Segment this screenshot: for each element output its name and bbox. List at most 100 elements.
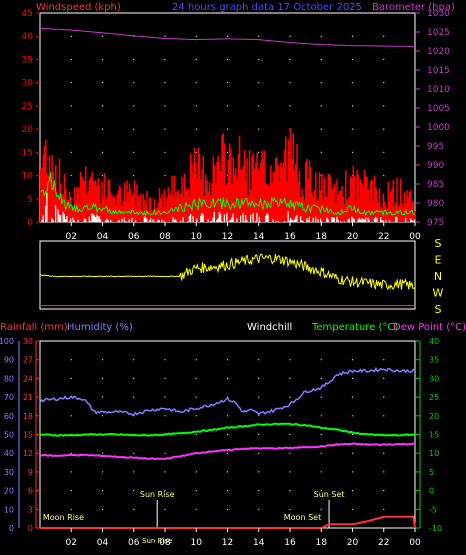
grid-dot (320, 35, 322, 37)
grid-dot (289, 415, 291, 417)
temperature-line (39, 422, 416, 437)
wind-gust-bar (278, 181, 281, 222)
temperature-tick-label: -5 (429, 505, 437, 514)
wind-calm-bar (255, 220, 257, 222)
wind-gust-bar (192, 172, 195, 222)
temp-x-label: 22 (378, 538, 389, 548)
wind-gust-bar (281, 167, 283, 222)
wind-gust-bar (50, 176, 52, 222)
wind-gust-bar (127, 191, 130, 222)
wind-gust-bar (171, 175, 173, 222)
wind-gust-bar (280, 162, 282, 222)
wind-gust-bar (101, 181, 103, 222)
wind-gust-bar (373, 175, 376, 222)
wind-calm-bar (201, 212, 203, 222)
wind-gust-bar (91, 171, 93, 222)
wind-gust-bar (292, 133, 295, 222)
wind-calm-bar (287, 211, 290, 222)
wind-calm-bar (315, 216, 317, 222)
wind-gust-bar (392, 180, 395, 222)
wind-calm-bar (295, 216, 297, 222)
wind-gust-bar (113, 196, 116, 222)
wind-x-label: 10 (191, 232, 203, 242)
wind-gust-bar (307, 178, 310, 222)
wind-calm-bar (353, 219, 356, 222)
wind-gust-bar (67, 199, 70, 222)
wind-calm-bar (106, 218, 108, 222)
grid-dot (383, 105, 385, 107)
grid-dot (101, 82, 104, 84)
wind-calm-bar (232, 213, 235, 222)
barometer-series (39, 27, 415, 47)
wind-gust-bar (260, 162, 262, 222)
wind-calm-bar (172, 216, 175, 222)
rainfall-tick-label: 12 (23, 449, 33, 458)
temperature-tick-label: 5 (429, 468, 434, 477)
grid-dot (101, 359, 104, 361)
wind-calm-bar (41, 220, 43, 222)
wind-gust-bar (118, 185, 121, 222)
barometer-tick-label: 990 (427, 161, 444, 171)
wind-gust-bar (107, 180, 110, 222)
wind-gust-bar (122, 201, 125, 222)
wind-calm-bar (265, 215, 267, 222)
temp-series (39, 366, 416, 529)
wind-calm-bar (125, 221, 127, 222)
grid-dot (289, 471, 291, 473)
wind-gust-bar (112, 194, 115, 222)
temp-grid (70, 359, 385, 510)
wind-gust-bar (105, 199, 107, 222)
wind-gust-bar (315, 172, 317, 222)
grid-dot (320, 396, 322, 398)
wind-gust-bar (173, 175, 176, 222)
wind-gust-bar (137, 195, 140, 222)
grid-dot (258, 452, 260, 454)
wind-gust-bar (288, 158, 291, 222)
wind-calm-bar (200, 215, 202, 222)
wind-gust-bar (212, 156, 215, 222)
grid-dot (258, 82, 260, 84)
grid-dot (226, 35, 229, 37)
wind-gust-bar (43, 145, 46, 222)
wind-gust-bar (128, 183, 131, 222)
grid-dot (289, 35, 291, 37)
wind-calm-bar (376, 217, 378, 222)
grid-dot (101, 377, 104, 379)
wind-gust-bar (268, 185, 271, 222)
wind-gust-bar (388, 201, 391, 222)
grid-dot (258, 58, 260, 61)
grid-dot (133, 490, 135, 492)
wind-calm-bar (307, 220, 310, 222)
temp-x-label: 02 (66, 538, 77, 548)
wind-calm-bar (212, 217, 215, 222)
grid-dot (383, 82, 385, 84)
grid-dot (70, 35, 72, 37)
temperature-tick-label: 25 (429, 393, 439, 402)
wind-gust-bar (208, 181, 211, 222)
wind-gust-bar (318, 172, 321, 222)
wind-gust-bar (306, 158, 308, 222)
wind-calm-bar (63, 214, 66, 222)
wind-calm-bar (333, 217, 336, 222)
compass-label: S (435, 237, 442, 250)
wind-calm-bar (288, 220, 291, 222)
wind-calm-bar (332, 217, 335, 222)
wind-gust-bar (401, 202, 403, 222)
wind-gust-bar (111, 197, 113, 222)
grid-dot (320, 359, 322, 361)
wind-gust-bar (62, 195, 65, 222)
wind-calm-bar (83, 218, 86, 222)
wind-calm-bar (283, 221, 286, 222)
grid-dot (289, 396, 291, 398)
wind-calm-bar (161, 219, 163, 222)
wind-calm-bar (252, 213, 255, 222)
wind-calm-bar (46, 192, 48, 222)
temperature-tick-label: 35 (429, 356, 439, 365)
grid-dot (226, 471, 229, 473)
grid-dot (195, 128, 197, 130)
grid-dot (320, 151, 322, 153)
grid-dot (383, 508, 385, 510)
wind-gust-bar (230, 148, 232, 222)
windspeed-tick-label: 30 (22, 79, 34, 89)
wind-calm-bar (148, 220, 151, 222)
